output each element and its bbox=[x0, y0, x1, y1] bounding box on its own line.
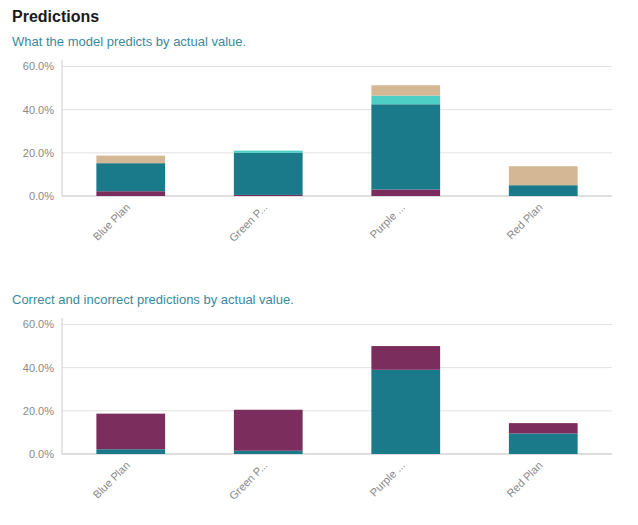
bar-segment bbox=[509, 185, 578, 196]
bar-segment bbox=[234, 151, 303, 153]
grid-line bbox=[62, 152, 612, 153]
bar-segment bbox=[96, 163, 165, 191]
bar-segment bbox=[234, 451, 303, 454]
bar-segment bbox=[509, 423, 578, 433]
y-tick-label: 0.0% bbox=[29, 190, 54, 202]
grid-line bbox=[62, 324, 612, 325]
y-axis-line bbox=[62, 318, 63, 454]
bar-segment bbox=[96, 414, 165, 450]
x-tick-label: Red Plan bbox=[504, 201, 544, 241]
grid-line bbox=[62, 410, 612, 411]
y-tick-label: 60.0% bbox=[23, 318, 54, 330]
y-tick-label: 0.0% bbox=[29, 448, 54, 460]
bar-segment bbox=[371, 104, 440, 189]
x-tick-label: Purple ... bbox=[368, 201, 408, 241]
bar-segment bbox=[96, 191, 165, 196]
chart-canvas: Predictions What the model predicts by ac… bbox=[0, 0, 638, 525]
grid-line bbox=[62, 66, 612, 67]
bar-segment bbox=[371, 190, 440, 196]
bar-segment bbox=[371, 370, 440, 454]
chart-title: Predictions bbox=[12, 8, 99, 25]
y-tick-label: 40.0% bbox=[23, 104, 54, 116]
chart-subtitle: Correct and incorrect predictions by act… bbox=[12, 292, 294, 307]
bar-segment bbox=[371, 346, 440, 370]
x-tick-label: Red Plan bbox=[504, 459, 544, 499]
x-tick-label: Blue Plan bbox=[90, 459, 132, 501]
bar-segment bbox=[371, 96, 440, 105]
y-axis-line bbox=[62, 60, 63, 196]
bar-segment bbox=[371, 85, 440, 95]
chart-subtitle: What the model predicts by actual value. bbox=[12, 34, 246, 49]
bar-segment bbox=[96, 156, 165, 164]
bar-segment bbox=[234, 150, 303, 151]
bars bbox=[96, 85, 577, 196]
bar-segment bbox=[234, 195, 303, 196]
bar-segment bbox=[509, 433, 578, 454]
bar-segment bbox=[509, 166, 578, 185]
bars bbox=[96, 346, 577, 454]
y-tick-label: 20.0% bbox=[23, 147, 54, 159]
bar-segment bbox=[96, 449, 165, 454]
grid-line bbox=[62, 367, 612, 368]
x-tick-label: Purple ... bbox=[368, 459, 408, 499]
y-tick-label: 20.0% bbox=[23, 405, 54, 417]
chart-panel: Correct and incorrect predictions by act… bbox=[12, 292, 612, 502]
y-tick-label: 40.0% bbox=[23, 362, 54, 374]
bar-segment bbox=[234, 153, 303, 195]
x-tick-label: Green P... bbox=[227, 201, 270, 244]
chart-panel: Predictions What the model predicts by ac… bbox=[12, 8, 612, 244]
x-tick-label: Blue Plan bbox=[90, 201, 132, 243]
bar-segment bbox=[234, 410, 303, 451]
x-tick-label: Green P... bbox=[227, 459, 270, 502]
y-tick-label: 60.0% bbox=[23, 60, 54, 72]
grid-line bbox=[62, 109, 612, 110]
